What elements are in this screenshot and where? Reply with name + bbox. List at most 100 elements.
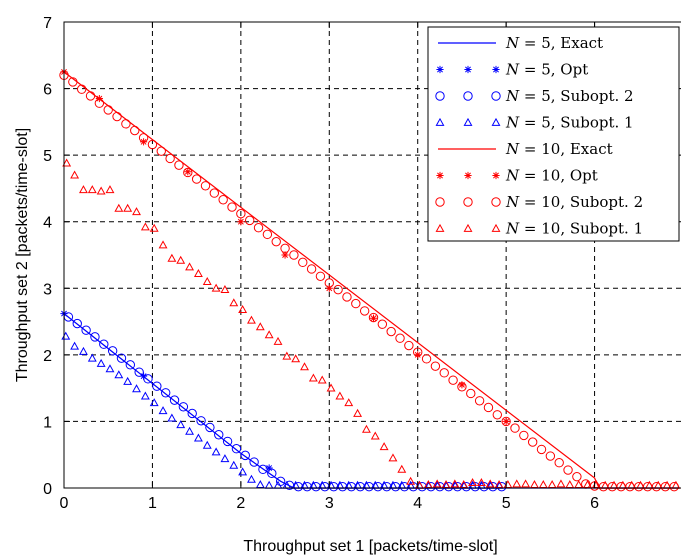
triangle-marker — [435, 117, 445, 126]
star-marker — [464, 171, 472, 180]
triangle-marker — [87, 185, 97, 194]
star-marker — [458, 381, 466, 389]
triangle-marker — [463, 117, 473, 126]
circle-marker — [491, 91, 501, 101]
star-marker — [492, 65, 500, 74]
x-tick-label: 6 — [590, 495, 599, 512]
circle-marker — [527, 437, 538, 447]
legend-label-symbol: N — [505, 61, 520, 79]
triangle-marker — [211, 447, 221, 456]
circle-marker — [72, 318, 82, 329]
triangle-marker — [96, 186, 106, 195]
circle-marker — [130, 125, 140, 136]
legend-label: N = 10, Subopt. 1 — [505, 220, 643, 238]
triangle-marker — [202, 276, 212, 286]
triangle-marker — [379, 442, 389, 451]
triangle-marker — [149, 223, 159, 232]
circle-marker — [491, 197, 501, 207]
circle-marker — [138, 133, 149, 143]
triangle-marker — [300, 362, 309, 371]
triangle-marker — [491, 223, 501, 232]
circle-marker — [298, 257, 308, 268]
triangle-marker — [158, 406, 168, 415]
triangle-marker — [255, 480, 265, 489]
triangle-marker — [220, 454, 230, 463]
circle-marker — [351, 298, 361, 309]
circle-marker — [554, 458, 564, 468]
triangle-marker — [476, 478, 486, 487]
circle-marker — [205, 422, 215, 433]
circle-marker — [214, 430, 224, 440]
star-marker — [184, 168, 192, 176]
triangle-marker — [79, 185, 88, 194]
star-marker — [369, 314, 378, 322]
circle-marker — [315, 271, 326, 282]
legend-label-text: = 10, Opt — [519, 167, 598, 185]
legend-label-symbol: N — [505, 34, 520, 52]
triangle-marker — [273, 336, 283, 345]
triangle-marker — [193, 433, 203, 442]
triangle-marker — [512, 479, 522, 488]
circle-marker — [231, 444, 242, 454]
triangle-marker — [388, 453, 398, 462]
circle-marker — [519, 430, 529, 441]
circle-marker — [572, 471, 582, 482]
circle-marker — [196, 416, 206, 426]
star-marker — [502, 417, 510, 426]
triangle-marker — [70, 170, 80, 179]
circle-marker — [463, 91, 473, 101]
triangle-marker — [229, 460, 239, 469]
series-7 — [62, 158, 681, 489]
triangle-marker — [140, 222, 150, 231]
triangle-marker — [463, 223, 473, 232]
circle-marker — [222, 436, 233, 447]
circle-marker — [421, 354, 432, 364]
triangle-marker — [140, 391, 150, 400]
triangle-marker — [344, 398, 354, 407]
triangle-marker — [397, 464, 407, 473]
triangle-marker — [247, 474, 256, 483]
triangle-marker — [282, 351, 292, 360]
ticks — [63, 21, 596, 489]
legend-label-symbol: N — [505, 167, 520, 185]
triangle-marker — [132, 207, 141, 216]
legend-label: N = 10, Subopt. 2 — [505, 193, 643, 211]
y-tick-label: 6 — [43, 82, 52, 99]
triangle-marker — [105, 185, 115, 194]
triangle-marker — [264, 330, 274, 339]
circle-marker — [439, 368, 449, 378]
triangle-marker — [255, 322, 265, 331]
triangle-marker — [485, 479, 495, 488]
x-tick-label: 1 — [148, 495, 157, 512]
circle-marker — [240, 450, 250, 461]
circle-marker — [169, 395, 180, 405]
circle-marker — [563, 465, 573, 475]
circle-marker — [386, 326, 396, 337]
legend-label-text: = 10, Subopt. 2 — [519, 193, 643, 211]
triangle-marker — [238, 467, 248, 476]
legend-label: N = 5, Subopt. 1 — [505, 114, 634, 132]
plot-frame — [63, 21, 681, 489]
triangle-marker — [229, 298, 239, 307]
legend-entry: N = 10, Subopt. 1 — [435, 220, 643, 238]
triangle-marker — [123, 203, 133, 212]
triangle-marker — [468, 478, 477, 487]
circle-marker — [267, 468, 277, 479]
circle-marker — [245, 215, 255, 226]
series-3 — [61, 331, 504, 489]
circle-marker — [474, 396, 485, 406]
triangle-marker — [547, 480, 557, 489]
triangle-marker — [176, 420, 186, 429]
circle-marker — [492, 410, 502, 420]
triangle-marker — [185, 262, 195, 271]
y-axis-label: Throughput set 2 [packets/time-slot] — [14, 128, 31, 382]
circle-marker — [368, 312, 379, 323]
triangle-marker — [538, 480, 548, 489]
circle-marker — [156, 146, 166, 156]
circle-marker — [125, 360, 136, 370]
legend-label-symbol: N — [505, 87, 520, 105]
legend-label-symbol: N — [505, 193, 520, 211]
circle-marker — [236, 209, 246, 219]
legend-entry: N = 5, Subopt. 2 — [435, 87, 634, 105]
circle-marker — [395, 333, 405, 343]
